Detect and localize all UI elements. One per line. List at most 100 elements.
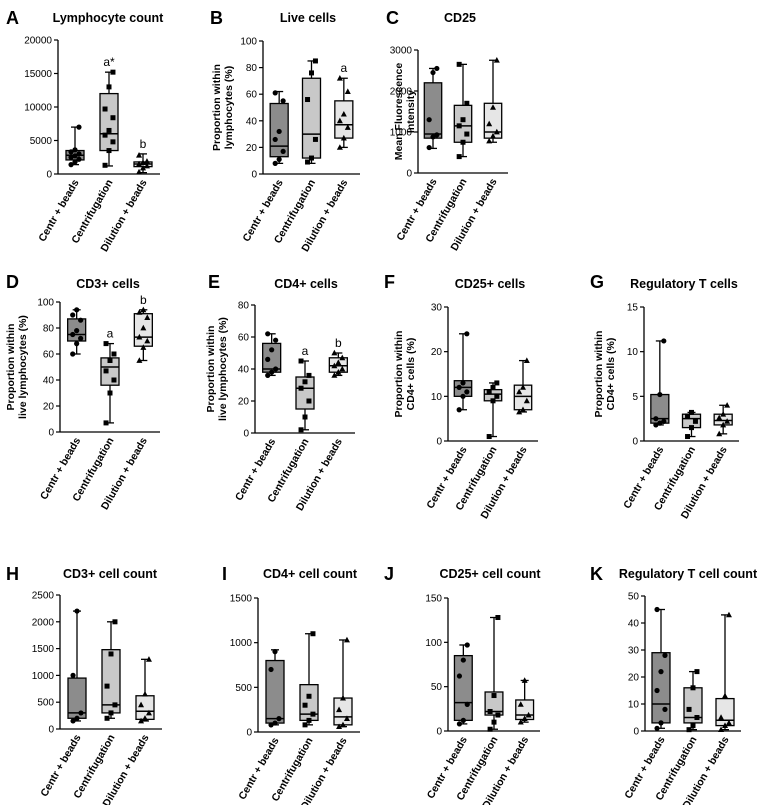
data-point <box>269 347 275 353</box>
data-point <box>494 393 500 399</box>
chart-title: Regulatory T cells <box>630 277 738 291</box>
data-point <box>72 153 78 159</box>
y-tick-label: 0 <box>251 170 257 181</box>
panel-letter: K <box>590 564 603 584</box>
data-point <box>490 132 496 139</box>
y-tick-label: 0 <box>246 728 252 739</box>
y-tick-label: 20000 <box>24 36 52 47</box>
data-point <box>305 159 311 165</box>
y-tick-label: 0 <box>633 727 639 738</box>
significance-label: b <box>335 336 342 350</box>
data-point <box>718 726 725 733</box>
y-tick-label: 0 <box>436 727 442 738</box>
data-point <box>74 608 80 614</box>
data-point <box>486 137 493 144</box>
data-point <box>72 159 78 165</box>
y-tick-label: 0 <box>632 437 638 448</box>
y-tick-label: 0 <box>243 429 249 440</box>
data-point <box>106 84 112 90</box>
data-point <box>490 398 496 404</box>
data-point <box>76 124 82 130</box>
data-point <box>103 420 109 426</box>
chart-title: CD3+ cell count <box>63 567 158 581</box>
data-point <box>692 418 698 424</box>
data-point <box>517 718 524 725</box>
panel-b: B Live cells 0 20 40 60 80 100 Proportion within… <box>210 8 360 254</box>
data-point <box>110 139 116 145</box>
data-point <box>722 692 728 699</box>
data-point <box>490 384 496 390</box>
data-point <box>516 408 523 415</box>
y-axis-label-line: Proportion within <box>393 331 405 418</box>
y-tick-label: 30 <box>628 646 640 657</box>
data-point <box>144 314 151 320</box>
data-point <box>460 139 466 145</box>
data-point <box>298 385 304 391</box>
data-point <box>106 148 112 154</box>
data-point <box>654 725 660 731</box>
data-point <box>331 372 338 378</box>
data-point <box>336 117 343 124</box>
y-axis-label-line: Proportion within <box>5 324 17 411</box>
data-point <box>426 117 432 123</box>
data-point <box>110 115 116 121</box>
data-point <box>464 331 470 337</box>
significance-label: a <box>340 61 347 75</box>
y-tick-label: 100 <box>240 37 257 48</box>
data-point <box>144 337 151 344</box>
data-point <box>136 309 143 315</box>
panel-letter: J <box>384 564 394 584</box>
data-point <box>142 690 148 697</box>
y-tick-label: 80 <box>43 324 55 335</box>
data-point <box>464 389 470 395</box>
y-tick-label: 60 <box>43 350 55 361</box>
y-tick-label: 15000 <box>24 69 52 80</box>
data-point <box>487 726 493 732</box>
y-tick-label: 0 <box>406 169 412 180</box>
y-axis-label: Proportion withinCD4+ cells (%) <box>593 331 617 418</box>
data-point <box>143 158 150 164</box>
y-tick-label: 100 <box>37 298 54 309</box>
data-point <box>331 362 338 369</box>
data-point <box>486 434 492 440</box>
data-point <box>76 156 82 162</box>
data-point <box>689 425 694 431</box>
iqr-box <box>334 100 354 139</box>
y-tick-label: 40 <box>246 116 258 127</box>
y-tick-label: 60 <box>246 90 258 101</box>
chart-title: CD25 <box>444 11 476 25</box>
data-point <box>112 702 118 708</box>
data-point <box>104 715 110 721</box>
data-point <box>70 718 76 724</box>
data-point <box>486 120 493 127</box>
chart-title: CD3+ cells <box>76 277 140 291</box>
data-point <box>653 422 659 428</box>
panel-a: A Lymphocyte count05000100001500020000Cen… <box>6 8 164 254</box>
data-point <box>690 685 696 691</box>
iqr-box <box>715 697 735 727</box>
y-tick-label: 1000 <box>32 671 55 682</box>
iqr-box <box>651 652 671 724</box>
data-point <box>456 61 462 67</box>
data-point <box>273 337 279 343</box>
data-point <box>110 69 116 75</box>
y-tick-label: 0 <box>436 437 442 448</box>
y-tick-label: 40 <box>43 376 55 387</box>
data-point <box>112 619 118 625</box>
data-point <box>306 398 312 404</box>
data-point <box>70 672 76 679</box>
data-point <box>521 677 528 683</box>
data-point <box>276 716 282 722</box>
y-axis-label-line: live lymphocytes (%) <box>17 315 29 419</box>
data-point <box>520 406 526 413</box>
data-point <box>310 711 316 717</box>
data-point <box>108 710 114 716</box>
y-tick-label: 80 <box>246 63 258 74</box>
y-axis-label: Proportion withinlymphocytes (%) <box>211 64 235 151</box>
data-point <box>460 717 466 723</box>
data-point <box>273 366 279 372</box>
data-point <box>460 657 466 663</box>
data-point <box>336 144 343 150</box>
data-point <box>103 368 109 374</box>
